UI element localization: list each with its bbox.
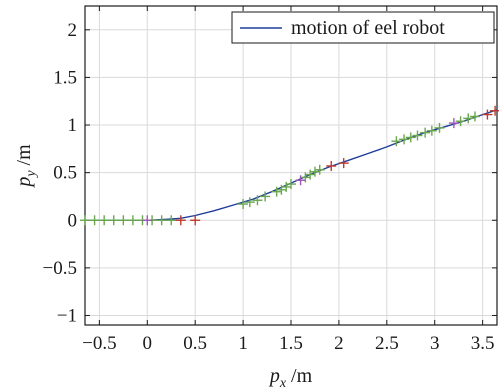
plus-marker xyxy=(244,197,255,208)
plus-marker xyxy=(469,111,480,122)
plus-marker xyxy=(314,164,325,175)
x-tick-label: −0.5 xyxy=(82,333,116,354)
legend-label: motion of eel robot xyxy=(291,17,445,39)
x-axis-label: px /m xyxy=(268,365,313,390)
y-tick-label: −0.5 xyxy=(43,258,77,279)
plus-marker xyxy=(399,134,410,145)
plus-marker xyxy=(260,191,271,202)
y-tick-label: 0 xyxy=(68,210,78,231)
plus-marker xyxy=(80,215,90,226)
plus-marker xyxy=(412,130,423,141)
plus-marker xyxy=(89,215,100,226)
plus-marker xyxy=(252,195,263,206)
plus-marker xyxy=(127,215,138,226)
plus-marker xyxy=(490,105,499,116)
plus-marker xyxy=(455,116,466,127)
y-tick-label: 0.5 xyxy=(53,163,77,184)
plus-marker xyxy=(99,215,110,226)
y-tick-label: 1.5 xyxy=(53,67,77,88)
y-tick-label: 1 xyxy=(68,115,78,136)
x-tick-label: 1 xyxy=(238,333,248,354)
marker-group xyxy=(80,105,499,226)
x-tick-label: 0 xyxy=(143,333,153,354)
plus-marker xyxy=(405,132,416,143)
x-tick-label: 0.5 xyxy=(183,333,207,354)
plus-marker xyxy=(420,127,431,138)
plus-marker xyxy=(108,215,119,226)
plus-marker xyxy=(156,215,167,226)
plus-marker xyxy=(190,215,201,226)
plus-marker xyxy=(166,215,177,226)
plus-marker xyxy=(338,158,349,169)
plus-marker xyxy=(238,199,249,210)
plus-marker xyxy=(426,125,437,136)
y-tick-label: −1 xyxy=(57,305,77,326)
x-tick-label: 1.5 xyxy=(279,333,303,354)
plus-marker xyxy=(142,215,153,226)
plus-marker xyxy=(295,175,306,186)
plus-marker xyxy=(286,179,296,190)
y-tick-label: 2 xyxy=(68,20,78,41)
legend: motion of eel robot xyxy=(231,11,495,44)
plus-marker xyxy=(271,186,282,197)
plus-marker xyxy=(118,215,129,226)
grid-lines xyxy=(85,6,497,325)
x-tick-label: 2.5 xyxy=(375,333,399,354)
plus-marker xyxy=(309,166,320,177)
plus-marker xyxy=(434,122,445,133)
plus-marker xyxy=(482,109,493,120)
plus-marker xyxy=(391,136,402,147)
axis-ticks: −0.5 0 0.5 1 1.5 2 2.5 3 3.5−1−0.500.511.52 xyxy=(43,6,497,354)
x-tick-label: 3.5 xyxy=(471,333,495,354)
plus-marker xyxy=(463,113,474,124)
plus-marker xyxy=(326,160,337,171)
x-tick-label: 2 xyxy=(334,333,344,354)
y-axis-label: py /m xyxy=(13,144,39,189)
plus-marker xyxy=(175,215,186,226)
plus-marker xyxy=(448,118,459,129)
x-tick-label: 3 xyxy=(430,333,440,354)
